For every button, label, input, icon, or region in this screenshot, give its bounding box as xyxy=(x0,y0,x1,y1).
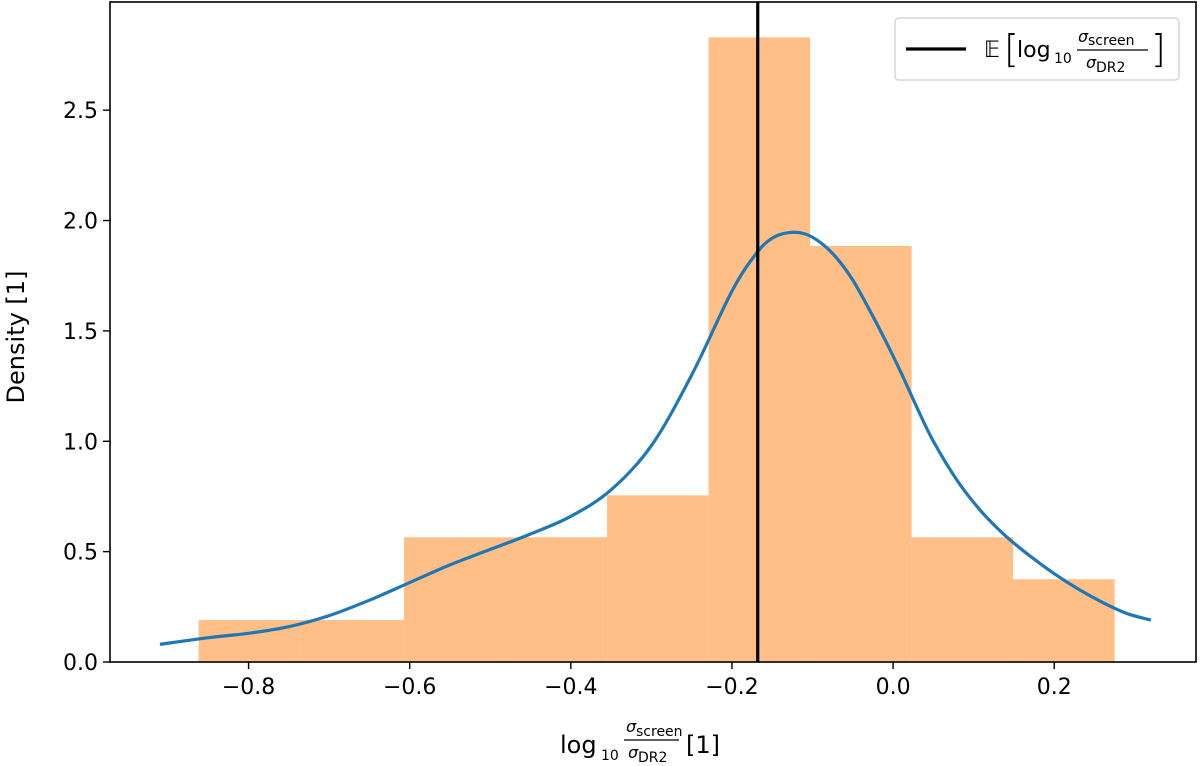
histogram-bars xyxy=(198,37,1115,663)
y-tick-label-4: 2.0 xyxy=(63,210,98,235)
histogram-bar-8 xyxy=(1013,579,1115,662)
x-tick-label-5: 0.2 xyxy=(1037,675,1072,700)
legend-num-sub: screen xyxy=(1088,33,1135,49)
legend-E: 𝔼 xyxy=(984,38,1000,63)
legend-box xyxy=(894,17,1180,81)
x-label-num-sub: screen xyxy=(636,724,683,740)
x-tick-label-3: −0.2 xyxy=(705,675,758,700)
legend-log: log xyxy=(1017,38,1051,63)
x-label-unit: [1] xyxy=(686,731,720,759)
x-axis-ticks: −0.8 −0.6 −0.4 −0.2 0.0 0.2 xyxy=(222,662,1072,700)
x-tick-label-4: 0.0 xyxy=(876,675,911,700)
x-tick-label-2: −0.4 xyxy=(544,675,597,700)
legend: 𝔼 [ log 10 σ screen σ DR2 ] xyxy=(894,17,1180,81)
x-tick-label-1: −0.6 xyxy=(383,675,436,700)
legend-base: 10 xyxy=(1054,51,1072,67)
plot-frame xyxy=(109,1,1197,663)
histogram-bar-4 xyxy=(607,495,709,662)
y-tick-label-2: 1.0 xyxy=(63,430,98,455)
x-label-base: 10 xyxy=(601,748,619,764)
y-tick-label-5: 2.5 xyxy=(63,99,98,124)
y-tick-label-0: 0.0 xyxy=(63,651,98,676)
kde-curve xyxy=(159,230,1152,646)
histogram-bar-3 xyxy=(505,537,608,662)
legend-bracket-left: [ xyxy=(1004,27,1019,71)
histogram-bar-2 xyxy=(404,537,506,662)
x-axis-label: log 10 σ screen σ DR2 [1] xyxy=(560,717,720,766)
legend-den: σ xyxy=(1086,53,1097,72)
histogram-bar-1 xyxy=(300,620,405,662)
y-axis-ticks: 0.0 0.5 1.0 1.5 2.0 2.5 xyxy=(63,99,110,676)
legend-den-sub: DR2 xyxy=(1096,60,1125,76)
legend-num: σ xyxy=(1078,27,1089,46)
legend-bracket-right: ] xyxy=(1151,27,1166,71)
histogram-bar-5 xyxy=(708,37,811,662)
x-label-den-sub: DR2 xyxy=(638,750,667,766)
histogram-bar-7 xyxy=(911,537,1014,662)
x-label-den: σ xyxy=(628,743,639,762)
histogram-bar-6 xyxy=(810,245,912,663)
x-label-num: σ xyxy=(626,717,637,736)
y-tick-label-3: 1.5 xyxy=(63,320,98,345)
y-axis-label: Density [1] xyxy=(2,271,30,404)
y-tick-label-1: 0.5 xyxy=(63,541,98,566)
x-tick-label-0: −0.8 xyxy=(222,675,275,700)
x-label-log: log xyxy=(560,731,597,759)
